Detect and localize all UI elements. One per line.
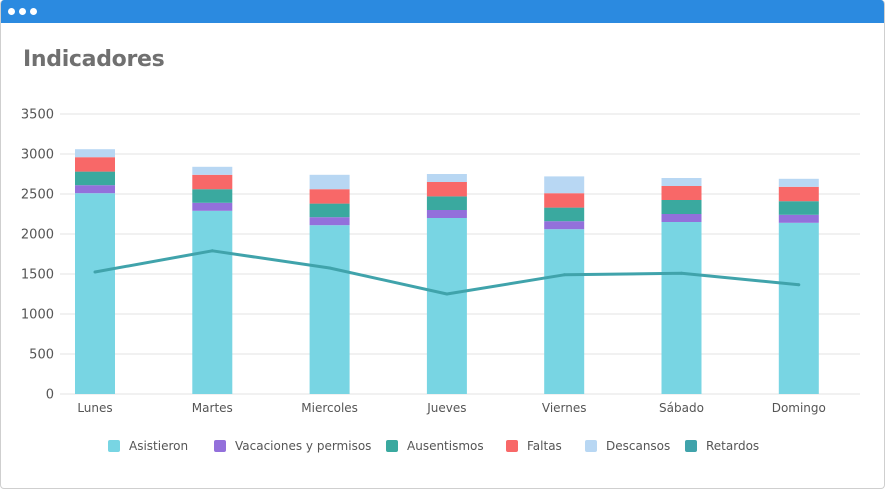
bar-segment-ausentismos	[309, 203, 350, 218]
bar-segment-ausentismos	[426, 196, 467, 210]
legend-label: Asistieron	[129, 439, 189, 453]
y-tick-label: 500	[29, 348, 54, 363]
legend-swatch-icon	[108, 440, 120, 452]
x-tick-label: Sábado	[659, 401, 704, 415]
legend-label: Retardos	[706, 439, 760, 453]
bar-segment-vacaciones-y-permisos	[544, 221, 585, 230]
legend-swatch-icon	[214, 440, 226, 452]
legend-swatch-icon	[685, 440, 697, 452]
bar-segment-vacaciones-y-permisos	[426, 210, 467, 218]
bar-segment-asistieron	[778, 222, 819, 394]
legend-item[interactable]: Faltas	[506, 439, 562, 453]
y-tick-label: 0	[46, 388, 54, 403]
x-tick-label: Miercoles	[301, 401, 358, 415]
bar-segment-faltas	[544, 193, 585, 208]
line-point	[93, 270, 97, 274]
y-tick-label: 3500	[21, 108, 54, 123]
y-tick-label: 1500	[21, 268, 54, 283]
legend-item[interactable]: Retardos	[685, 439, 759, 453]
bar-segment-asistieron	[544, 229, 585, 394]
y-tick-label: 2000	[21, 228, 54, 243]
legend-item[interactable]: Vacaciones y permisos	[214, 439, 371, 453]
bar-segment-ausentismos	[778, 201, 819, 215]
bar-segment-descansos	[661, 178, 702, 186]
bar-segment-ausentismos	[192, 189, 233, 203]
bar-segment-faltas	[192, 174, 233, 190]
x-tick-label: Viernes	[542, 401, 587, 415]
x-tick-label: Martes	[192, 401, 233, 415]
bar-segment-descansos	[544, 176, 585, 194]
line-point	[680, 271, 683, 275]
bar-segment-ausentismos	[544, 207, 585, 222]
bar-segment-descansos	[778, 178, 819, 187]
y-tick-label: 2500	[21, 188, 54, 203]
line-point	[797, 283, 801, 287]
bar-segment-faltas	[309, 189, 350, 204]
bar-segment-descansos	[309, 174, 350, 190]
bar-segment-asistieron	[309, 225, 350, 394]
bar-segment-asistieron	[192, 210, 233, 394]
line-point	[328, 266, 332, 270]
window-title-bar	[1, 0, 884, 23]
line-point	[445, 292, 449, 296]
legend-swatch-icon	[506, 440, 518, 452]
legend-item[interactable]: Asistieron	[108, 439, 188, 453]
bar-segment-descansos	[75, 149, 115, 158]
bar-segment-ausentismos	[661, 200, 702, 214]
bar-segment-faltas	[778, 186, 819, 202]
y-tick-label: 3000	[21, 148, 54, 163]
legend-swatch-icon	[585, 440, 597, 452]
legend-swatch-icon	[386, 440, 398, 452]
legend-item[interactable]: Descansos	[585, 439, 670, 453]
bar-segment-asistieron	[661, 222, 702, 394]
x-tick-label: Jueves	[426, 401, 466, 415]
line-point	[210, 249, 214, 253]
bar-segment-faltas	[661, 186, 702, 200]
bar-segment-faltas	[75, 157, 115, 172]
legend-label: Descansos	[606, 439, 671, 453]
x-tick-label: Lunes	[77, 401, 112, 415]
bar-segment-vacaciones-y-permisos	[192, 202, 233, 211]
stacked-bar-chart: 0 500 1000 1500 2000 2500 3000 3500 Lunes Martes M…	[21, 108, 860, 415]
window-dot-icon	[8, 8, 15, 15]
y-tick-label: 1000	[21, 308, 54, 323]
bar-segment-vacaciones-y-permisos	[661, 214, 702, 222]
legend-label: Ausentismos	[407, 439, 484, 453]
bar-segment-vacaciones-y-permisos	[75, 185, 115, 194]
line-point	[562, 273, 566, 277]
x-tick-label: Domingo	[772, 401, 826, 415]
bar-segment-descansos	[192, 166, 233, 175]
window-dot-icon	[19, 8, 26, 15]
legend-label: Faltas	[527, 439, 562, 453]
bar-segment-ausentismos	[75, 171, 115, 186]
bar-segment-asistieron	[426, 218, 467, 394]
chart-title: Indicadores	[23, 47, 165, 72]
window-dot-icon	[30, 8, 37, 15]
bar-segment-vacaciones-y-permisos	[778, 214, 819, 223]
bar-segment-asistieron	[75, 193, 115, 394]
legend-item[interactable]: Ausentismos	[386, 439, 484, 453]
bar-segment-faltas	[426, 182, 467, 197]
bar-segment-descansos	[426, 174, 467, 182]
bar-segment-vacaciones-y-permisos	[309, 217, 350, 226]
legend-label: Vacaciones y permisos	[235, 439, 372, 453]
